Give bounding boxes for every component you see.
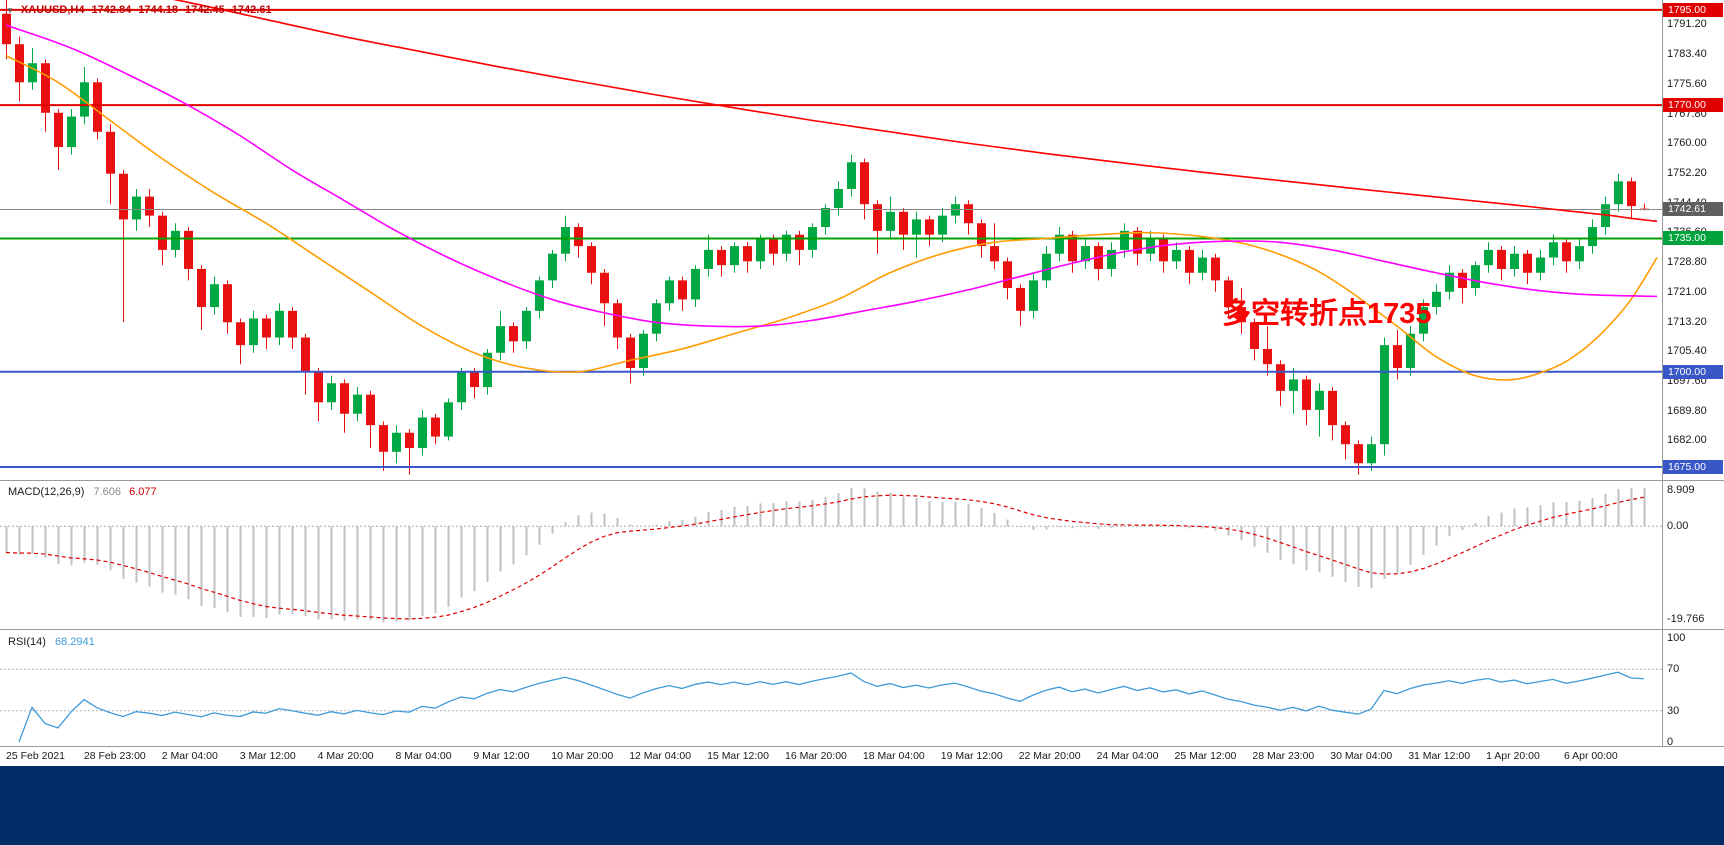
ohlc-close: 1742.61 bbox=[231, 4, 272, 16]
medium-ma-line bbox=[5, 24, 1658, 328]
price-tick-label: 1705.40 bbox=[1667, 345, 1707, 358]
time-axis-label: 22 Mar 20:00 bbox=[1018, 750, 1081, 762]
ohlc-high: 1744.18 bbox=[138, 4, 179, 16]
ohlc-open: 1742.84 bbox=[91, 4, 132, 16]
time-axis-label: 9 Mar 12:00 bbox=[473, 750, 530, 762]
price-tick-label: 1689.80 bbox=[1667, 404, 1707, 417]
rsi-indicator-label: RSI(14) 68.2941 bbox=[8, 636, 95, 648]
expand-symbol-icon[interactable]: ▼ bbox=[6, 5, 14, 15]
time-axis-label: 31 Mar 12:00 bbox=[1408, 750, 1471, 762]
rsi-name: RSI(14) bbox=[8, 636, 46, 648]
price-tick-label: 1783.40 bbox=[1667, 48, 1707, 61]
rsi-axis-label: 0 bbox=[1667, 736, 1674, 748]
macd-name: MACD(12,26,9) bbox=[8, 486, 85, 498]
rsi-level-lines bbox=[0, 668, 1662, 712]
macd-axis-min-label: -19.766 bbox=[1667, 613, 1705, 625]
time-axis-label: 3 Mar 12:00 bbox=[239, 750, 296, 762]
price-badge: 1735.00 bbox=[1663, 231, 1723, 246]
macd-axis-zero-label: 0.00 bbox=[1667, 520, 1689, 533]
price-tick-label: 1713.20 bbox=[1667, 315, 1707, 328]
price-badge: 1700.00 bbox=[1663, 364, 1723, 379]
time-axis-label: 19 Mar 12:00 bbox=[940, 750, 1003, 762]
time-axis-label: 8 Mar 04:00 bbox=[395, 750, 452, 762]
time-axis-label: 16 Mar 20:00 bbox=[785, 750, 847, 762]
rsi-axis-label: 100 bbox=[1667, 632, 1686, 644]
macd-indicator-label: MACD(12,26,9) 7.606 6.077 bbox=[8, 486, 157, 498]
rsi-axis-label: 30 bbox=[1667, 704, 1680, 717]
time-axis-label: 15 Mar 12:00 bbox=[707, 750, 769, 762]
symbol-title: XAUUSD,H4 bbox=[20, 4, 85, 16]
price-badge: 1770.00 bbox=[1663, 98, 1723, 113]
time-axis-label: 24 Mar 04:00 bbox=[1096, 750, 1159, 762]
horizontal-level-lines bbox=[0, 8, 1662, 469]
rsi-line bbox=[18, 671, 1645, 743]
panel-borders bbox=[0, 0, 1724, 747]
price-badge: 1795.00 bbox=[1663, 2, 1723, 17]
chart-annotation-text: 多空转折点1735 bbox=[1222, 298, 1432, 330]
time-axis-label: 4 Mar 20:00 bbox=[317, 750, 374, 762]
time-axis-label: 10 Mar 20:00 bbox=[551, 750, 614, 762]
price-badge: 1675.00 bbox=[1663, 460, 1723, 475]
bottom-bar bbox=[0, 766, 1724, 845]
candles-layer bbox=[2, 0, 1649, 475]
price-tick-label: 1752.20 bbox=[1667, 166, 1707, 179]
macd-axis-max-label: 8.909 bbox=[1667, 484, 1695, 496]
time-axis-label: 25 Feb 2021 bbox=[6, 750, 65, 762]
macd-signal-line bbox=[5, 494, 1645, 620]
price-tick-label: 1682.00 bbox=[1667, 434, 1707, 447]
chart-canvas[interactable] bbox=[0, 0, 1724, 766]
time-axis-label: 6 Apr 00:00 bbox=[1564, 750, 1618, 762]
price-tick-label: 1728.80 bbox=[1667, 256, 1707, 269]
price-tick-label: 1791.20 bbox=[1667, 18, 1707, 31]
time-axis-label: 25 Mar 12:00 bbox=[1174, 750, 1237, 762]
price-tick-label: 1760.00 bbox=[1667, 137, 1707, 150]
macd-histogram bbox=[5, 487, 1646, 623]
time-axis-label: 28 Feb 23:00 bbox=[83, 750, 146, 762]
macd-main-value: 7.606 bbox=[93, 486, 122, 498]
time-axis-label: 28 Mar 23:00 bbox=[1252, 750, 1315, 762]
price-badge: 1742.61 bbox=[1663, 202, 1723, 217]
time-axis[interactable]: 25 Feb 2021 28 Feb 23:00 2 Mar 04:00 3 Mar … bbox=[0, 747, 1724, 766]
slow-ma-line bbox=[172, 0, 1658, 223]
rsi-value: 68.2941 bbox=[54, 636, 95, 648]
ohlc-low: 1742.45 bbox=[185, 4, 225, 16]
time-axis-label: 2 Mar 04:00 bbox=[161, 750, 218, 762]
price-tick-label: 1775.60 bbox=[1667, 77, 1707, 90]
price-tick-label: 1721.00 bbox=[1667, 285, 1707, 298]
macd-signal-value: 6.077 bbox=[129, 486, 157, 498]
time-axis-label: 18 Mar 04:00 bbox=[862, 750, 925, 762]
time-axis-label: 12 Mar 04:00 bbox=[629, 750, 692, 762]
fast-ma-line bbox=[5, 54, 1658, 381]
moving-averages-layer bbox=[5, 0, 1658, 381]
symbol-ohlc-header: ▼ XAUUSD,H4 1742.84 1744.18 1742.45 1742… bbox=[6, 4, 272, 16]
time-axis-label: 1 Apr 20:00 bbox=[1486, 750, 1540, 762]
rsi-axis-label: 70 bbox=[1667, 663, 1680, 676]
time-axis-label: 30 Mar 04:00 bbox=[1330, 750, 1393, 762]
price-axis[interactable]: 1791.20 1783.40 1775.60 1767.80 1760.00 1752.… bbox=[1662, 0, 1724, 748]
